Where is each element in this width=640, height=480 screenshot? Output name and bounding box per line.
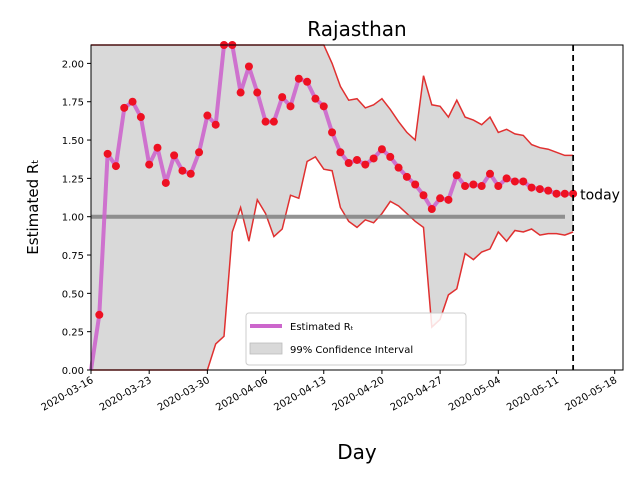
data-point xyxy=(469,180,478,189)
data-point xyxy=(461,182,470,191)
data-point xyxy=(552,189,561,198)
data-point xyxy=(303,77,312,86)
data-point xyxy=(111,162,120,171)
data-point xyxy=(278,93,287,102)
x-tick-label: 2020-03-16 xyxy=(40,375,96,414)
legend: Estimated Rₜ 99% Confidence Interval xyxy=(245,312,467,366)
data-point xyxy=(120,103,129,112)
data-point xyxy=(344,159,353,168)
data-point xyxy=(253,88,262,97)
x-tick-label: 2020-04-13 xyxy=(272,375,328,414)
data-point xyxy=(436,194,445,203)
data-point xyxy=(319,102,328,111)
data-point xyxy=(452,171,461,180)
data-point xyxy=(286,102,295,111)
legend-label-ci: 99% Confidence Interval xyxy=(290,345,413,356)
y-tick-label: 1.50 xyxy=(62,136,84,147)
x-axis-label: Day xyxy=(337,440,377,464)
x-tick-label: 2020-05-04 xyxy=(447,375,503,414)
data-point xyxy=(569,189,578,198)
data-point xyxy=(195,148,204,157)
data-point xyxy=(510,177,519,186)
data-point xyxy=(502,174,511,183)
data-point xyxy=(311,94,320,103)
x-tick-label: 2020-03-30 xyxy=(156,375,212,414)
y-tick-label: 1.75 xyxy=(62,98,84,109)
data-point xyxy=(361,160,370,169)
data-point xyxy=(145,160,154,169)
data-point xyxy=(211,120,220,129)
legend-swatch-ci xyxy=(249,342,283,355)
data-point xyxy=(477,182,486,191)
data-point xyxy=(203,111,212,120)
data-point xyxy=(186,169,195,178)
today-label: today xyxy=(580,188,620,204)
data-point xyxy=(494,182,503,191)
data-point xyxy=(170,151,179,160)
data-point xyxy=(386,152,395,161)
data-point xyxy=(519,177,528,186)
ci-lower-line xyxy=(91,155,574,371)
ci-upper-line xyxy=(91,44,574,157)
ci-band xyxy=(91,45,574,370)
x-tick-label: 2020-04-06 xyxy=(214,375,270,414)
x-tick-label: 2020-05-11 xyxy=(505,375,561,414)
data-point xyxy=(153,143,162,152)
data-point xyxy=(427,205,436,214)
y-axis-label: Estimated Rₜ xyxy=(24,159,42,254)
data-point xyxy=(527,183,536,192)
data-point xyxy=(103,149,112,158)
y-tick-label: 0.75 xyxy=(62,251,84,262)
y-tick-label: 0.50 xyxy=(62,289,84,300)
data-point xyxy=(544,186,553,195)
data-point xyxy=(294,74,303,83)
data-point xyxy=(136,113,145,122)
plot-frame xyxy=(90,44,624,371)
data-point xyxy=(161,178,170,187)
data-point xyxy=(328,128,337,137)
x-tick-label: 2020-03-23 xyxy=(98,375,154,414)
data-point xyxy=(419,191,428,200)
y-tick-label: 2.00 xyxy=(62,59,84,70)
x-tick-label: 2020-04-20 xyxy=(331,375,387,414)
data-point xyxy=(261,117,270,126)
data-point xyxy=(336,148,345,157)
data-point xyxy=(377,145,386,154)
y-tick-label: 1.00 xyxy=(62,213,84,224)
legend-box xyxy=(245,312,467,366)
legend-label-mean: Estimated Rₜ xyxy=(290,322,354,333)
data-point xyxy=(560,189,569,198)
data-point xyxy=(394,163,403,172)
x-tick-label: 2020-05-18 xyxy=(563,375,619,414)
data-point xyxy=(95,310,104,319)
data-point xyxy=(369,154,378,163)
chart-title: Rajasthan xyxy=(307,17,406,41)
data-point xyxy=(486,169,494,178)
data-point xyxy=(128,97,137,106)
y-tick-label: 1.25 xyxy=(62,174,84,185)
data-point xyxy=(269,117,278,126)
data-point xyxy=(402,172,411,181)
data-point xyxy=(444,195,453,204)
data-point xyxy=(353,155,361,164)
x-tick-label: 2020-04-27 xyxy=(389,375,445,414)
data-point xyxy=(244,62,253,71)
y-tick-label: 0.25 xyxy=(62,328,84,339)
data-point xyxy=(411,180,420,189)
data-point xyxy=(178,166,187,175)
data-point xyxy=(535,185,544,194)
y-tick-label: 0.00 xyxy=(62,366,84,377)
data-point xyxy=(236,88,245,97)
